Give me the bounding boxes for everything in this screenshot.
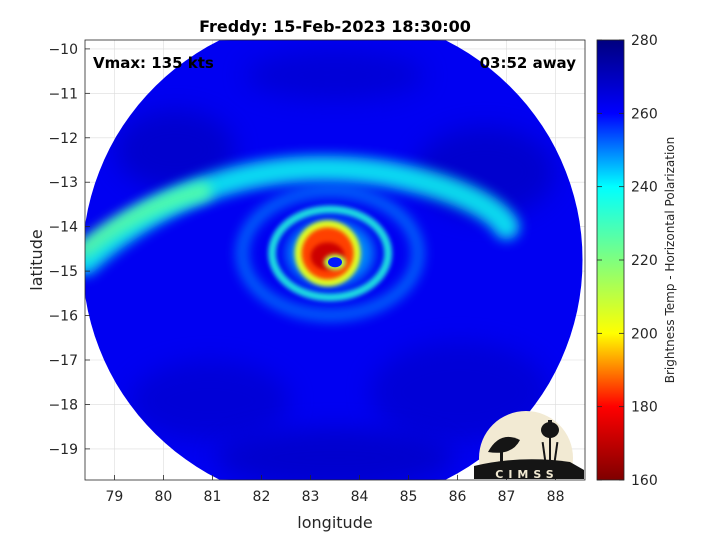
x-tick-label: 88 <box>547 489 565 505</box>
colorbar-tick-label: 260 <box>631 106 658 122</box>
x-tick-label: 84 <box>351 489 369 505</box>
x-tick-label: 82 <box>253 489 271 505</box>
swath-image <box>85 40 583 480</box>
x-tick-label: 83 <box>302 489 320 505</box>
x-tick-label: 85 <box>400 489 418 505</box>
x-axis-label: longitude <box>297 513 372 532</box>
x-tick-label: 80 <box>155 489 173 505</box>
y-tick-label: −10 <box>48 42 78 58</box>
colorbar-tick-label: 160 <box>631 473 658 489</box>
y-tick-label: −18 <box>48 397 78 413</box>
colorbar-label: Brightness Temp - Horizontal Polarizatio… <box>663 137 677 384</box>
colorbar-tick-label: 280 <box>631 33 658 49</box>
colorbar-tick-label: 220 <box>631 253 658 269</box>
y-axis-label: latitude <box>27 229 46 290</box>
colorbar-tick-label: 200 <box>631 326 658 342</box>
colorbar-tick-label: 240 <box>631 180 658 196</box>
x-axis: 79 80 81 82 83 84 85 86 87 88 <box>105 475 565 505</box>
y-tick-label: −17 <box>48 353 78 369</box>
y-axis: −10 −11 −12 −13 −14 −15 −16 −17 −18 −19 <box>48 42 90 458</box>
y-tick-label: −15 <box>48 264 78 280</box>
logo-text: CIMSS <box>495 468 558 481</box>
swath-texture <box>130 360 290 441</box>
y-tick-label: −13 <box>48 175 78 191</box>
y-tick-label: −19 <box>48 442 78 458</box>
time-away-annotation: 03:52 away <box>480 54 577 72</box>
y-tick-label: −14 <box>48 220 78 236</box>
y-tick-label: −16 <box>48 309 78 325</box>
cimss-logo: CIMSS <box>474 411 584 481</box>
outer-rainband-core <box>85 182 212 258</box>
vmax-annotation: Vmax: 135 kts <box>93 54 214 72</box>
x-tick-label: 79 <box>105 489 123 505</box>
inner-rainband-outer <box>237 186 424 321</box>
chart-title: Freddy: 15-Feb-2023 18:30:00 <box>199 17 471 36</box>
x-tick-label: 87 <box>498 489 516 505</box>
x-tick-label: 81 <box>204 489 222 505</box>
y-tick-label: −11 <box>48 86 78 102</box>
colorbar-tick-label: 180 <box>631 400 658 416</box>
plot-frame <box>84 39 586 481</box>
x-tick-label: 86 <box>449 489 467 505</box>
swath-texture <box>215 428 455 480</box>
y-tick-label: −12 <box>48 131 78 147</box>
swath-texture <box>245 50 425 101</box>
inner-rainband <box>268 205 393 302</box>
eye <box>328 257 342 268</box>
colorbar-ticks: 160 180 200 220 240 260 280 <box>597 33 658 489</box>
swath-texture <box>115 110 235 190</box>
